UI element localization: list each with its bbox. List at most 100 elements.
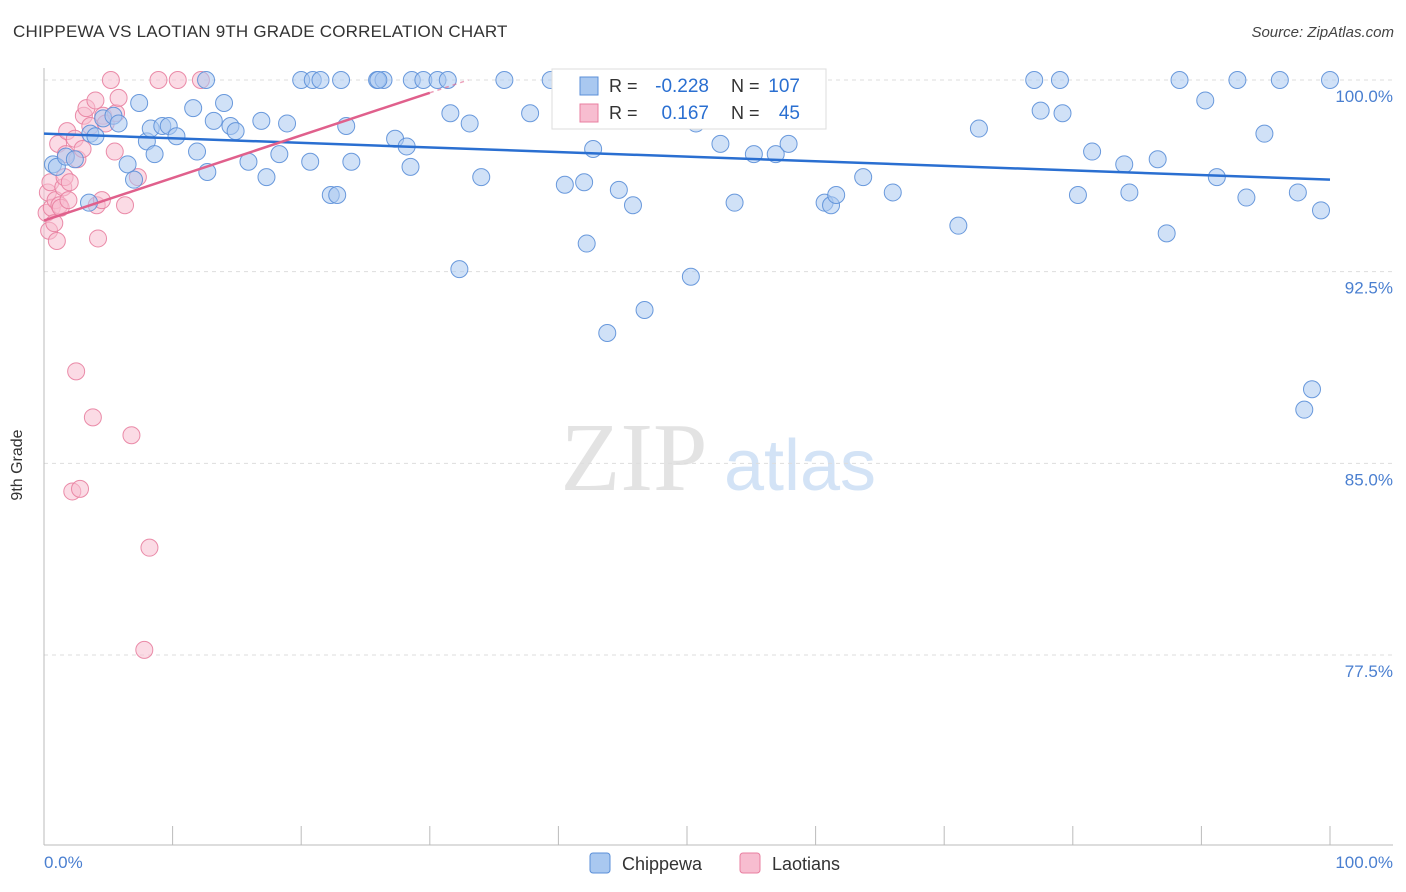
chippewa-point xyxy=(109,114,128,133)
laotians-point xyxy=(67,362,86,381)
chippewa-point xyxy=(1228,71,1247,89)
laotians-point xyxy=(109,88,128,107)
y-tick-label-3: 77.5% xyxy=(1345,662,1393,681)
chippewa-point xyxy=(623,196,642,215)
chippewa-point xyxy=(1148,150,1167,169)
watermark-atlas: atlas xyxy=(724,426,876,506)
stats-r-value-laotians: 0.167 xyxy=(661,103,709,124)
chippewa-point xyxy=(584,140,603,158)
chippewa-point xyxy=(270,145,289,164)
chippewa-point xyxy=(1120,183,1139,202)
chippewa-point xyxy=(681,267,700,286)
chippewa-point xyxy=(65,150,84,169)
chippewa-point xyxy=(1053,104,1072,123)
chippewa-point xyxy=(145,145,164,164)
chippewa-point xyxy=(1237,188,1256,207)
legend-swatch-chippewa xyxy=(589,852,611,874)
laotians-point xyxy=(135,640,154,659)
chippewa-point xyxy=(1207,168,1226,187)
chippewa-point xyxy=(1025,71,1044,89)
chippewa-point xyxy=(495,71,514,89)
chippewa-point xyxy=(609,180,628,199)
chart-title: CHIPPEWA VS LAOTIAN 9TH GRADE CORRELATIO… xyxy=(13,22,508,41)
chippewa-point xyxy=(226,122,245,141)
chippewa-point xyxy=(521,104,540,123)
laotians-point xyxy=(122,426,141,445)
chippewa-point xyxy=(1288,183,1307,202)
legend-label-laotians: Laotians xyxy=(772,854,840,874)
chippewa-point xyxy=(598,324,617,342)
trend-lines xyxy=(43,79,1331,222)
chippewa-point xyxy=(1270,71,1289,89)
stats-n-label-laotians: N = xyxy=(731,103,760,123)
laotians-point xyxy=(60,173,79,192)
y-tick-label-0: 100.0% xyxy=(1335,87,1393,106)
chippewa-point xyxy=(125,170,144,189)
chippewa-point xyxy=(854,168,873,187)
stats-r-value-chippewa: -0.228 xyxy=(655,76,709,97)
chippewa-point xyxy=(1302,380,1321,399)
chippewa-point xyxy=(188,142,207,161)
chippewa-point xyxy=(1083,142,1102,161)
chippewa-point xyxy=(725,193,744,212)
laotians-trend-extension xyxy=(429,79,469,94)
chippewa-point xyxy=(342,152,361,171)
chippewa-point xyxy=(450,260,469,279)
chippewa-point xyxy=(130,94,149,112)
chippewa-point xyxy=(328,186,347,204)
laotians-point xyxy=(116,196,135,215)
chippewa-point xyxy=(278,114,297,133)
watermark-zip: ZIP xyxy=(561,404,708,512)
series-legend: Chippewa Laotians xyxy=(589,852,840,874)
chippewa-point xyxy=(969,119,988,138)
stats-legend: R = -0.228 N = 107 R = 0.167 N = 45 xyxy=(551,68,827,130)
chippewa-point xyxy=(438,71,457,89)
chippewa-point xyxy=(1170,71,1189,89)
chippewa-point xyxy=(949,216,968,235)
chippewa-point xyxy=(635,301,654,319)
laotians-point xyxy=(149,71,168,89)
chippewa-point xyxy=(1050,71,1069,89)
chippewa-point xyxy=(883,183,902,202)
laotians-point xyxy=(59,191,78,210)
chippewa-point xyxy=(827,186,846,204)
legend-swatch-laotians xyxy=(739,852,761,874)
chippewa-point xyxy=(332,71,351,89)
chippewa-point xyxy=(401,157,420,176)
chippewa-point xyxy=(1157,224,1176,243)
legend-label-chippewa: Chippewa xyxy=(622,854,703,874)
laotians-point xyxy=(168,71,187,89)
chippewa-point xyxy=(301,152,320,171)
chippewa-point xyxy=(460,114,479,133)
laotians-point xyxy=(105,142,124,161)
chippewa-point xyxy=(215,94,234,112)
laotians-point xyxy=(140,538,159,557)
chippewa-point xyxy=(1295,400,1314,419)
chippewa-point xyxy=(1115,155,1134,174)
stats-r-label-laotians: R = xyxy=(609,103,638,123)
chippewa-point xyxy=(1255,124,1274,143)
chippewa-point xyxy=(204,111,223,130)
y-tick-label-1: 92.5% xyxy=(1345,279,1393,298)
chippewa-trend-line xyxy=(43,132,1331,181)
chippewa-point xyxy=(118,155,137,174)
chippewa-point xyxy=(575,173,594,192)
laotians-point xyxy=(101,71,120,89)
chippewa-point xyxy=(1068,186,1087,204)
laotians-point xyxy=(86,91,105,110)
stats-swatch-chippewa xyxy=(579,76,599,96)
chippewa-point xyxy=(184,99,203,118)
chippewa-point xyxy=(369,71,388,89)
chippewa-point xyxy=(441,104,460,123)
chippewa-point xyxy=(1031,101,1050,120)
chippewa-point xyxy=(1196,91,1215,110)
chippewa-point xyxy=(252,111,271,130)
chippewa-point xyxy=(766,145,785,164)
y-tick-label-2: 85.0% xyxy=(1345,470,1393,489)
chippewa-point xyxy=(711,134,730,153)
y-tick-labels: 100.0% 92.5% 85.0% 77.5% xyxy=(1335,87,1393,681)
x-tick-label-max: 100.0% xyxy=(1335,853,1393,872)
chippewa-point xyxy=(167,127,186,146)
stats-n-value-laotians: 45 xyxy=(779,103,800,124)
stats-swatch-laotians xyxy=(579,103,599,123)
